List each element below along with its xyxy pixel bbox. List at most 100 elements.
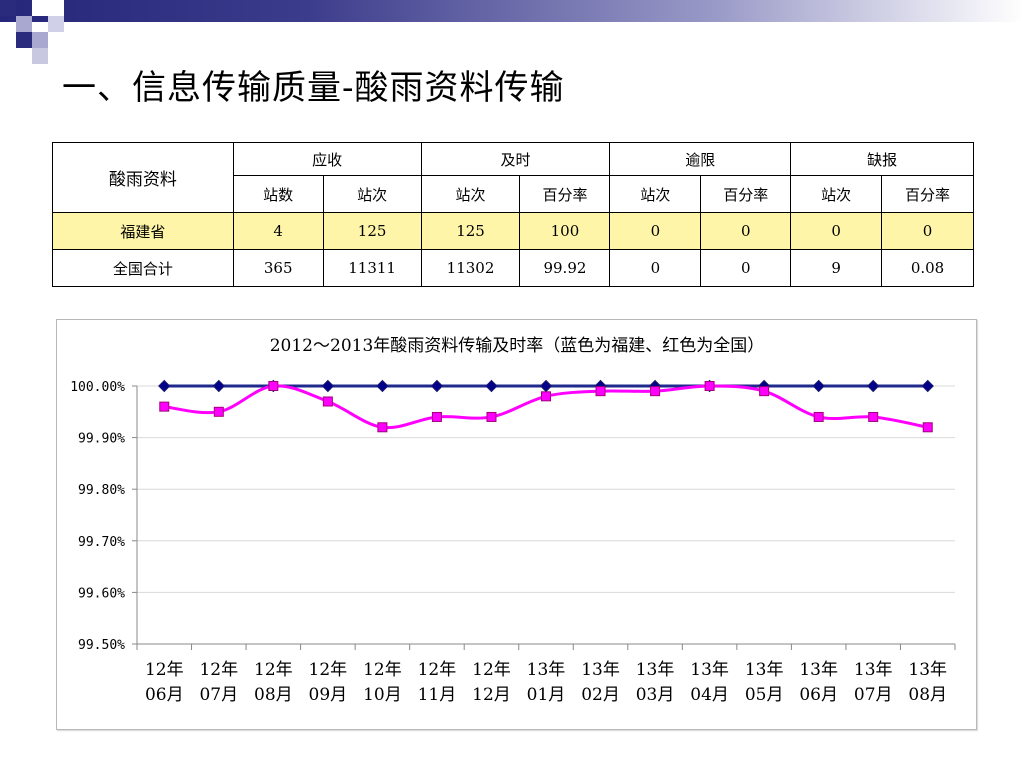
data-point: [595, 386, 606, 397]
table-cell: 99.92: [519, 249, 611, 287]
table-cell: 125: [322, 212, 422, 250]
decor-square: [0, 0, 16, 16]
table-header-row: 酸雨资料 应收 及时 逾限 缺报: [52, 142, 974, 213]
data-point: [213, 406, 224, 417]
decor-square: [32, 32, 48, 48]
data-point: [322, 396, 333, 407]
x-tick-label: 04月: [690, 685, 729, 705]
data-point: [321, 379, 335, 393]
x-tick-label: 12月: [472, 685, 511, 705]
header-gradient-bar: [0, 0, 1024, 22]
data-point: [430, 379, 444, 393]
x-tick-label: 12年: [418, 660, 457, 680]
sub-header: 站数: [232, 175, 324, 213]
data-point: [922, 422, 933, 433]
table-cell: 0: [881, 212, 974, 250]
x-tick-label: 02月: [581, 685, 620, 705]
data-point: [868, 411, 879, 422]
group-header: 应收: [232, 142, 422, 176]
table-cell: 125: [420, 212, 521, 250]
x-tick-label: 13年: [854, 660, 893, 680]
sub-header: 站次: [609, 175, 702, 213]
sub-header: 百分率: [700, 175, 792, 213]
table-cell: 0: [790, 212, 883, 250]
decor-square: [32, 48, 48, 64]
y-tick-label: 99.90%: [78, 432, 125, 447]
table-cell: 4: [232, 212, 324, 250]
data-point: [813, 411, 824, 422]
x-tick-label: 06月: [799, 685, 838, 705]
decor-square: [48, 0, 64, 16]
group-header: 逾限: [609, 142, 792, 176]
table-row: 全国合计 365 11311 11302 99.92 0 0 9 0.08: [52, 249, 974, 287]
data-point: [485, 379, 498, 393]
table-cell: 9: [790, 249, 883, 287]
acid-rain-table: 酸雨资料 应收 及时 逾限 缺报 站数 站次 站次 百分率 站次 百分率 站次 …: [52, 142, 974, 287]
data-point: [812, 379, 825, 393]
table-row: 福建省 4 125 125 100 0 0 0 0: [52, 212, 974, 250]
y-tick-label: 99.60%: [78, 586, 125, 601]
y-tick-label: 100.00%: [70, 380, 125, 395]
x-tick-label: 12年: [472, 660, 511, 680]
x-tick-label: 13年: [527, 660, 566, 680]
chart-frame: 2012～2013年酸雨资料传输及时率（蓝色为福建、红色为全国） 99.50% 9…: [56, 319, 977, 730]
group-header: 缺报: [790, 142, 974, 176]
decor-square: [0, 32, 16, 48]
x-tick-label: 10月: [363, 685, 402, 705]
data-point: [866, 379, 880, 393]
table-cell: 365: [232, 249, 324, 287]
x-tick-label: 12年: [199, 660, 238, 680]
data-point: [759, 386, 770, 397]
x-tick-label: 06月: [145, 685, 184, 705]
decor-square: [16, 16, 32, 32]
x-tick-label: 08月: [908, 685, 947, 705]
data-point: [539, 379, 553, 393]
data-point: [431, 411, 442, 422]
line-chart: 2012～2013年酸雨资料传输及时率（蓝色为福建、红色为全国） 99.50% 9…: [70, 336, 956, 705]
header-decoration: [0, 0, 1024, 64]
data-point: [158, 379, 171, 393]
x-tick-label: 13年: [745, 660, 784, 680]
x-tick-label: 07月: [199, 685, 238, 705]
slide-title: 一、信息传输质量-酸雨资料传输: [62, 68, 565, 108]
x-tick-label: 11月: [418, 685, 457, 705]
group-header: 及时: [420, 142, 611, 176]
x-tick-label: 12年: [145, 660, 184, 680]
decor-square: [32, 0, 48, 16]
table-cell: 0.08: [881, 249, 974, 287]
table-cell: 0: [609, 249, 702, 287]
data-point: [486, 411, 497, 422]
x-tick-label: 13年: [581, 660, 620, 680]
data-point: [704, 381, 715, 391]
x-tick-label: 13年: [908, 660, 947, 680]
decor-square: [16, 32, 32, 48]
x-tick-label: 13年: [690, 660, 729, 680]
x-tick-label: 07月: [854, 685, 893, 705]
x-tick-label: 13年: [636, 660, 675, 680]
sub-header: 站次: [420, 175, 521, 213]
row-name: 全国合计: [52, 249, 234, 287]
table-corner-header: 酸雨资料: [52, 142, 234, 213]
decor-square: [48, 16, 64, 32]
data-point: [650, 386, 661, 397]
sub-header: 站次: [322, 175, 422, 213]
chart-title: 2012～2013年酸雨资料传输及时率（蓝色为福建、红色为全国）: [270, 336, 765, 356]
x-tick-label: 03月: [636, 685, 675, 705]
table-cell: 0: [700, 249, 792, 287]
x-tick-label: 13年: [799, 660, 838, 680]
data-point: [159, 401, 170, 412]
x-tick-label: 12年: [254, 660, 293, 680]
x-tick-label: 08月: [254, 685, 293, 705]
y-tick-label: 99.50%: [78, 638, 125, 653]
data-point: [376, 379, 389, 393]
table-cell: 11302: [420, 249, 521, 287]
data-point: [921, 379, 934, 393]
y-tick-label: 99.70%: [78, 535, 125, 550]
sub-header: 站次: [790, 175, 883, 213]
table-cell: 11311: [322, 249, 422, 287]
data-point: [541, 391, 551, 402]
x-tick-label: 12年: [363, 660, 402, 680]
data-point: [377, 422, 388, 433]
sub-header: 百分率: [519, 175, 611, 213]
x-tick-label: 09月: [309, 685, 348, 705]
